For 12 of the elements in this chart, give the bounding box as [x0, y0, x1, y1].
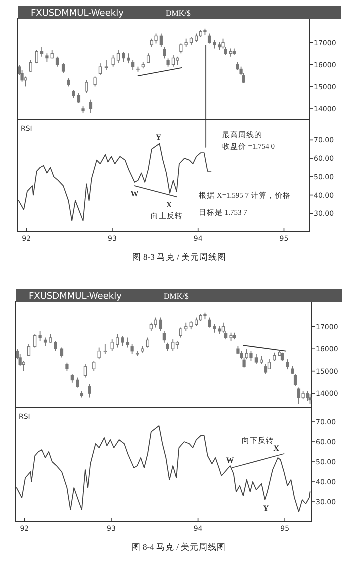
chart-title: FXUSDMMUL-Weekly — [31, 9, 125, 19]
annotation: X — [274, 444, 280, 454]
annotation: W — [130, 189, 139, 198]
annotation: Y — [263, 504, 270, 513]
caption: 图 8-4 马克 / 美元周线图 — [132, 542, 226, 552]
chart-title: FXUSDMMUL-Weekly — [29, 292, 123, 302]
annotation: X — [166, 200, 172, 210]
caption: 图 8-3 马克 / 美元周线图 — [132, 252, 227, 262]
chart-subtitle: DMK/$ — [164, 292, 189, 301]
chart-subtitle: DMK/$ — [166, 9, 191, 18]
annotation: Y — [156, 132, 162, 142]
annotation: W — [226, 456, 234, 465]
